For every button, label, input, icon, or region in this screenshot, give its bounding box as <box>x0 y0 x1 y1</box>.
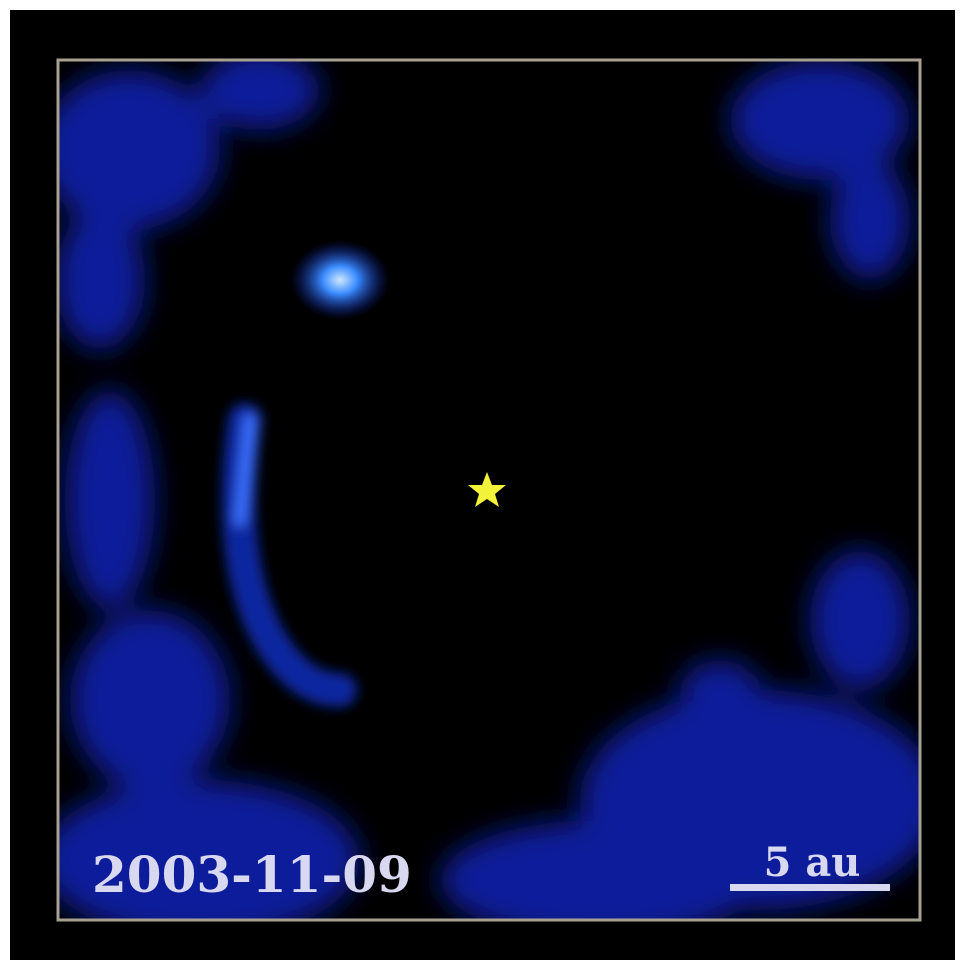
planet <box>290 240 390 320</box>
astronomy-image: 2003-11-09 5 au <box>0 0 965 969</box>
scale-bar <box>730 884 890 891</box>
scale-label: 5 au <box>764 839 861 886</box>
date-label: 2003-11-09 <box>92 845 412 904</box>
page: 2003-11-09 5 au (() => { const data = JS… <box>0 0 965 969</box>
